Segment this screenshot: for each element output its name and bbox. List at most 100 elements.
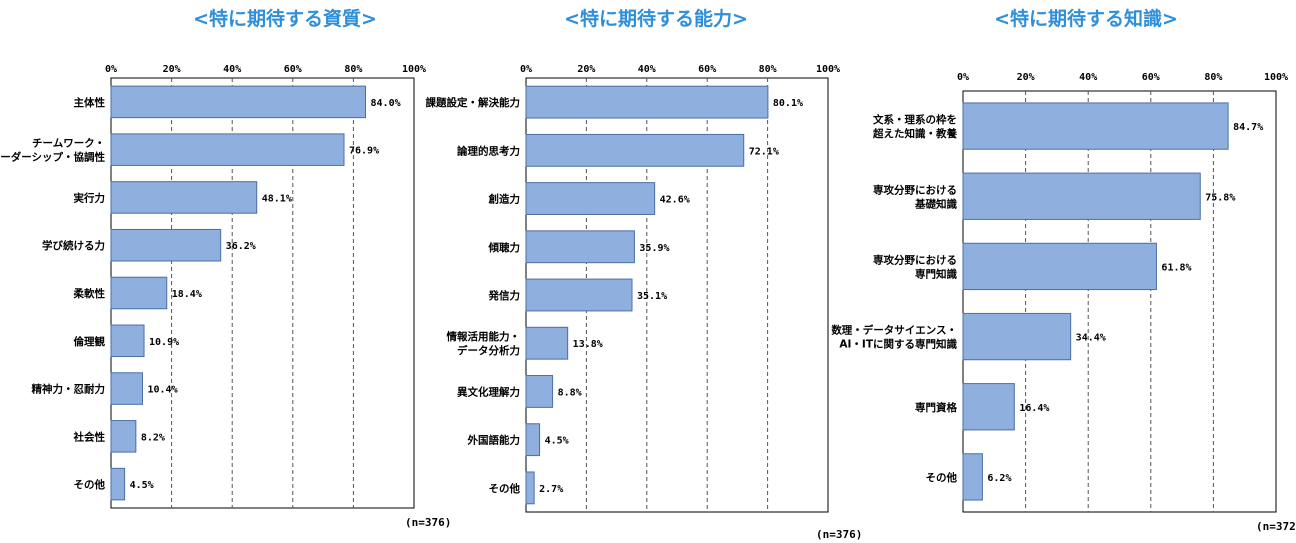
chart-qualities-plot: 0% 20% 40% 60% 80% 100% 84.0% 主体性 76.9% チームワーク・リー… — [0, 64, 451, 529]
category-label: 外国語能力 — [467, 434, 521, 447]
category-label: 社会性 — [73, 430, 106, 443]
category-label: 論理的思考力 — [457, 144, 520, 157]
bar — [110, 324, 145, 358]
category-label: 超えた知識・教養 — [872, 127, 957, 140]
chart-title: <特に期待する資質> — [193, 8, 377, 30]
value-label: 2.7% — [539, 484, 563, 495]
category-label: その他 — [926, 471, 958, 484]
category-label: その他 — [74, 478, 106, 491]
bar — [110, 133, 345, 166]
bar — [962, 312, 1072, 361]
bar — [110, 467, 126, 501]
category-label: 倫理観 — [74, 335, 106, 348]
value-label: 10.9% — [149, 337, 179, 348]
category-label: 傾聴力 — [488, 241, 521, 254]
bar — [962, 242, 1157, 291]
x-tick-label: 60% — [284, 64, 302, 75]
bar — [525, 182, 656, 215]
bar — [525, 230, 635, 264]
x-tick-label: 20% — [1017, 72, 1035, 83]
value-label: 48.1% — [262, 193, 292, 204]
category-label: 柔軟性 — [73, 287, 106, 300]
bar — [962, 102, 1229, 150]
category-label: リーダーシップ・協調性 — [0, 151, 105, 164]
sample-size-note: (n=372) — [1256, 520, 1296, 533]
category-label: 数理・データサイエンス・ — [830, 324, 957, 337]
value-label: 13.8% — [573, 339, 603, 350]
value-label: 8.2% — [141, 432, 165, 443]
x-tick-label: 0% — [957, 72, 969, 83]
category-label: 実行力 — [74, 191, 106, 204]
plot-frame — [962, 90, 1277, 513]
category-label: 学び続ける力 — [42, 239, 105, 252]
value-label: 75.8% — [1205, 192, 1235, 203]
category-label: 専門知識 — [915, 267, 957, 280]
category-label: データ分析力 — [457, 344, 520, 357]
value-label: 4.5% — [130, 480, 154, 491]
chart-title: <特に期待する能力> — [564, 8, 748, 30]
x-tick-label: 80% — [759, 64, 777, 75]
category-label: 発信力 — [488, 289, 521, 302]
value-label: 6.2% — [987, 473, 1011, 484]
chart-abilities-plot: 0% 20% 40% 60% 80% 100% 80.1% 課題設定・解決能力 72.1% 論理的… — [426, 64, 863, 541]
x-tick-label: 100% — [816, 64, 840, 75]
x-tick-label: 20% — [163, 64, 181, 75]
x-tick-label: 80% — [344, 64, 362, 75]
chart-qualities: <特に期待する資質> 0% 20% 40% 60% 80% 100% 84.0% 主体性 76.… — [0, 0, 495, 543]
bar — [525, 278, 633, 312]
x-tick-label: 40% — [1079, 72, 1097, 83]
bar — [110, 228, 222, 262]
category-label: 専攻分野における — [873, 253, 957, 266]
category-label: その他 — [489, 482, 521, 495]
category-label: チームワーク・ — [32, 138, 105, 150]
x-tick-label: 0% — [105, 64, 117, 75]
value-label: 8.8% — [558, 387, 582, 398]
category-label: 異文化理解力 — [457, 385, 520, 398]
category-label: 専攻分野における — [873, 183, 957, 196]
bar — [962, 453, 983, 501]
x-tick-label: 80% — [1204, 72, 1222, 83]
x-tick-label: 60% — [1142, 72, 1160, 83]
value-label: 76.9% — [349, 146, 379, 157]
bar — [525, 423, 541, 457]
x-tick-label: 100% — [1264, 72, 1288, 83]
value-label: 16.4% — [1019, 403, 1049, 414]
value-label: 72.1% — [749, 146, 779, 157]
value-label: 10.4% — [148, 385, 178, 396]
category-label: 文系・理系の枠を — [872, 113, 957, 126]
value-label: 42.6% — [660, 195, 690, 206]
bar — [525, 375, 554, 408]
category-label: 主体性 — [74, 96, 106, 109]
value-label: 35.1% — [637, 291, 667, 302]
bar — [962, 383, 1015, 431]
category-label: AI・ITに関する専門知識 — [839, 338, 957, 351]
value-label: 36.2% — [226, 241, 256, 252]
bar — [962, 172, 1201, 220]
value-label: 84.0% — [371, 98, 401, 109]
category-label: 精神力・忍耐力 — [32, 383, 106, 396]
value-label: 80.1% — [773, 98, 803, 109]
x-tick-label: 60% — [698, 64, 716, 75]
bar — [525, 85, 769, 119]
bar — [110, 85, 367, 119]
bar — [110, 276, 168, 310]
bar — [110, 372, 144, 405]
bar — [525, 133, 745, 167]
sample-size-note: (n=376) — [405, 516, 451, 529]
x-tick-label: 40% — [638, 64, 656, 75]
bar — [525, 326, 569, 360]
category-label: 情報活用能力・ — [447, 330, 521, 343]
bar — [110, 420, 137, 453]
category-label: 課題設定・解決能力 — [426, 96, 521, 109]
x-tick-label: 0% — [520, 64, 532, 75]
value-label: 4.5% — [545, 436, 569, 447]
value-label: 61.8% — [1161, 262, 1191, 273]
category-label: 基礎知識 — [914, 197, 957, 210]
x-tick-label: 40% — [223, 64, 241, 75]
value-label: 34.4% — [1076, 333, 1106, 344]
value-label: 84.7% — [1233, 122, 1263, 133]
category-label: 専門資格 — [915, 401, 957, 414]
category-label: 創造力 — [488, 193, 521, 206]
x-tick-label: 100% — [402, 64, 426, 75]
